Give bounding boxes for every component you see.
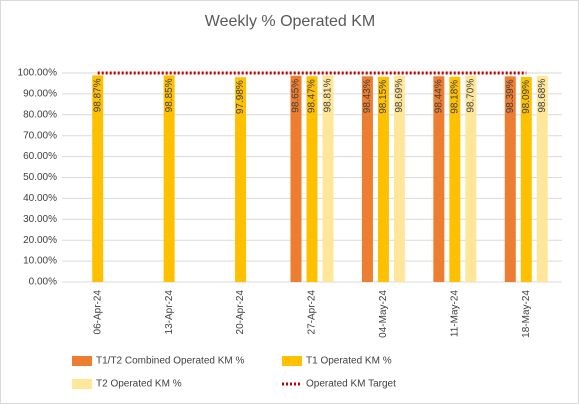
legend-swatch [282,356,302,366]
data-label: 98.85% [164,78,175,112]
legend-label: T2 Operated KM % [96,379,182,390]
data-label: 98.81% [323,78,334,112]
legend-label: T1 Operated KM % [306,356,392,367]
x-tick-label: 06-Apr-24 [92,290,103,335]
y-tick-label: 30.00% [23,214,57,225]
legend-label: T1/T2 Combined Operated KM % [96,356,245,367]
bar [290,75,302,282]
data-label: 98.18% [449,80,460,114]
bar [520,76,532,282]
x-tick-label: 20-Apr-24 [235,290,246,335]
bar [393,75,405,282]
bar [465,75,477,282]
data-label: 98.44% [433,79,444,113]
y-tick-label: 40.00% [23,193,57,204]
legend-swatch [72,379,92,389]
bar [322,75,334,283]
x-tick-label: 13-Apr-24 [164,290,175,335]
data-label: 98.70% [465,79,476,113]
bar [504,76,516,282]
y-tick-label: 60.00% [23,151,57,162]
bar [433,76,445,282]
data-label: 98.69% [394,79,405,113]
data-label: 98.43% [362,79,373,113]
y-tick-label: 100.00% [18,68,58,79]
y-tick-label: 90.00% [23,89,57,100]
bar [536,75,548,283]
y-tick-label: 70.00% [23,130,57,141]
bar [163,75,175,282]
legend-label: Operated KM Target [306,379,396,390]
x-tick-label: 27-Apr-24 [307,290,318,335]
x-tick-label: 11-May-24 [449,290,460,337]
y-tick-label: 50.00% [23,172,57,183]
bar [377,76,389,282]
x-tick-label: 18-May-24 [521,290,532,338]
bar [92,75,104,283]
x-tick-label: 04-May-24 [378,290,389,338]
data-label: 98.09% [521,80,532,114]
y-tick-label: 10.00% [23,256,57,267]
y-tick-label: 80.00% [23,109,57,120]
data-label: 98.15% [378,80,389,114]
data-label: 98.47% [307,79,318,113]
data-label: 98.39% [505,79,516,113]
data-label: 97.98% [235,80,246,114]
data-label: 98.68% [537,79,548,113]
y-tick-label: 0.00% [29,277,57,288]
bar [449,76,461,282]
bar [235,77,247,282]
data-label: 98.87% [92,78,103,112]
data-label: 98.65% [291,79,302,113]
chart-title: Weekly % Operated KM [205,13,375,30]
bar [361,76,373,282]
legend-swatch [72,356,92,366]
bar [306,76,318,283]
y-tick-label: 20.00% [23,235,57,246]
